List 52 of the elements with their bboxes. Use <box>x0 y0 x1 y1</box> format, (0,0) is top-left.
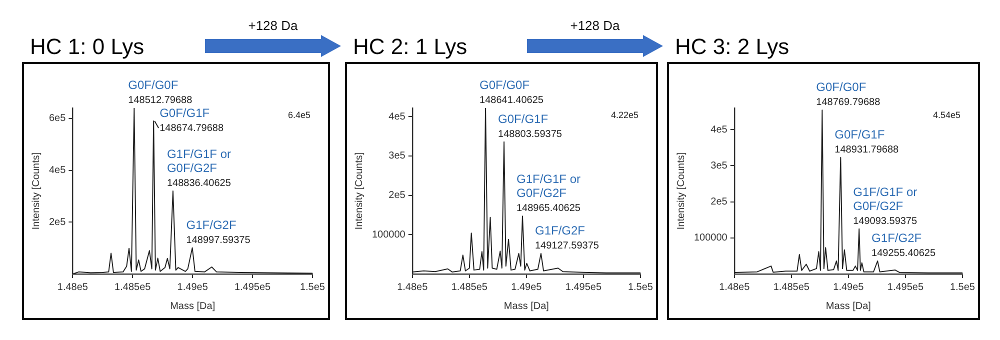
y-axis-title: Intensity [Counts] <box>676 152 687 230</box>
x-tick-label: 1.485e5 <box>773 282 810 293</box>
annotation: G0F/G0F 148641.40625 <box>480 78 544 106</box>
x-tick-label: 1.495e5 <box>234 282 272 293</box>
y-axis-title: Intensity [Counts] <box>354 152 365 230</box>
x-axis-title: Mass [Da] <box>170 300 216 312</box>
x-tick-label: 1.49e5 <box>511 282 542 293</box>
annotation: 6.4e5 <box>288 110 310 120</box>
annotation: G0F/G1F 148803.59375 <box>498 112 562 140</box>
y-tick-label: 2e5 <box>710 196 728 208</box>
y-tick-label: 2e5 <box>388 190 406 202</box>
annotation: G1F/G2F 149127.59375 <box>534 224 600 252</box>
x-tick-label: 1.48e5 <box>719 282 750 293</box>
y-tick-label: 100000 <box>372 229 406 240</box>
y-axis-title: Intensity [Counts] <box>30 152 42 230</box>
annotation: G1F/G1F or G0F/G2F 148836.40625 <box>166 147 232 189</box>
annotation: G1F/G1F or G0F/G2F 149093.59375 <box>853 184 918 227</box>
x-tick-label: 1.485e5 <box>114 282 152 293</box>
y-tick-label: 4e5 <box>48 165 66 176</box>
annotation: G1F/G2F 148997.59375 <box>186 218 251 246</box>
x-tick-label: 1.485e5 <box>451 282 488 293</box>
y-tick-label: 6e5 <box>48 113 66 124</box>
annotation: G1F/G1F or G0F/G2F 148965.40625 <box>516 172 581 214</box>
annotation: 4.54e5 <box>932 110 960 120</box>
annotation: G0F/G0F 148769.79688 <box>816 80 881 108</box>
annotation: G0F/G1F 148931.79688 <box>834 127 900 156</box>
y-tick-label: 2e5 <box>48 216 66 228</box>
annotation: G1F/G2F 149255.40625 <box>872 231 936 260</box>
y-tick-label: 100000 <box>694 232 728 244</box>
x-tick-label: 1.495e5 <box>565 282 602 293</box>
annotation: 4.22e5 <box>610 110 638 120</box>
chart-title: HC 1: 0 Lys <box>30 34 144 60</box>
x-axis-title: Mass [Da] <box>504 300 550 312</box>
x-tick-label: 1.5e5 <box>950 282 976 293</box>
y-tick-label: 4e5 <box>388 111 406 122</box>
chart-title: HC 3: 2 Lys <box>675 34 790 60</box>
x-tick-label: 1.5e5 <box>628 282 654 293</box>
text: +128 Da <box>569 18 621 33</box>
y-tick-label: 4e5 <box>710 124 728 136</box>
y-tick-label: 3e5 <box>710 160 728 172</box>
annotation: G0F/G0F 148512.79688 <box>128 78 193 106</box>
x-axis-title: Mass [Da] <box>826 300 872 312</box>
x-tick-label: 1.48e5 <box>397 282 428 293</box>
x-tick-label: 1.48e5 <box>57 282 88 293</box>
x-tick-label: 1.5e5 <box>300 282 326 293</box>
y-tick-label: 3e5 <box>388 150 406 162</box>
annotation: G0F/G1F 148674.79688 <box>160 106 224 134</box>
x-tick-label: 1.49e5 <box>833 282 864 293</box>
chart-title: HC 2: 1 Lys <box>353 34 468 60</box>
text: +128 Da <box>247 18 299 33</box>
x-tick-label: 1.49e5 <box>177 282 208 293</box>
x-tick-label: 1.495e5 <box>887 282 924 293</box>
